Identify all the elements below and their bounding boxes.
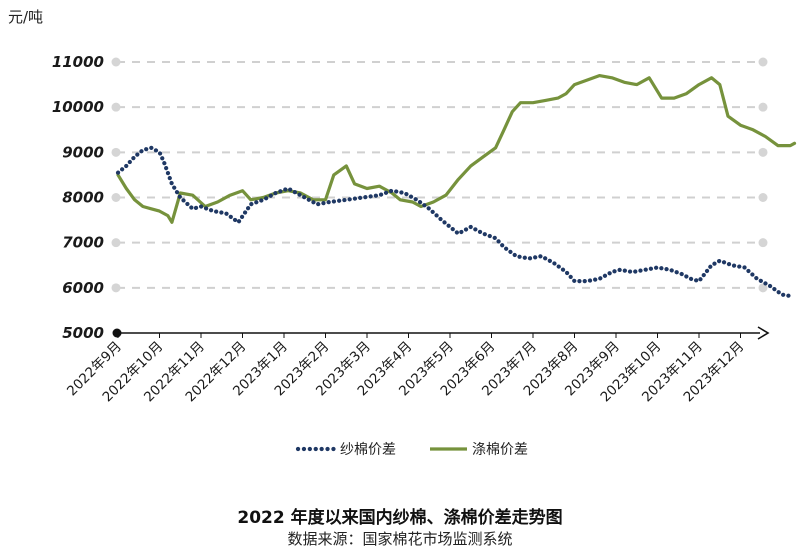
grid-marker-right-10000 [758,102,768,112]
data-source-note: 数据来源：国家棉花市场监测系统 [287,530,513,548]
grid-marker-left-11000 [111,57,121,67]
axis-origin-dot [112,328,122,338]
line-chart: 5000600070008000900010000110002022年9月202… [52,53,797,458]
grid-marker-right-8000 [758,193,768,202]
y-tick-label-6000: 6000 [62,279,104,297]
grid-marker-right-7000 [758,238,768,248]
grid-marker-left-10000 [111,102,121,112]
y-tick-label-8000: 8000 [62,189,104,207]
y-tick-label-7000: 7000 [62,234,104,252]
grid-marker-left-9000 [111,147,121,157]
y-axis-unit: 元/吨 [8,8,44,26]
y-tick-label-11000: 11000 [52,53,104,71]
legend-label-0: 纱棉价差 [340,441,396,458]
grid-marker-left-7000 [111,238,121,248]
series-line-涤棉价差 [116,74,797,224]
y-tick-label-9000: 9000 [62,143,104,161]
grid-marker-left-8000 [111,193,121,202]
grid-marker-right-9000 [758,147,768,157]
series-line-纱棉价差 [115,145,793,299]
y-tick-label-10000: 10000 [52,98,104,116]
y-tick-label-5000: 5000 [62,324,104,342]
legend-label-1: 涤棉价差 [472,441,528,458]
grid-marker-left-6000 [111,283,121,293]
chart-title: 2022 年度以来国内纱棉、涤棉价差走势图 [237,508,563,528]
x-axis-arrow [757,326,770,340]
grid-marker-right-6000 [758,283,768,293]
grid-marker-right-11000 [758,57,768,67]
